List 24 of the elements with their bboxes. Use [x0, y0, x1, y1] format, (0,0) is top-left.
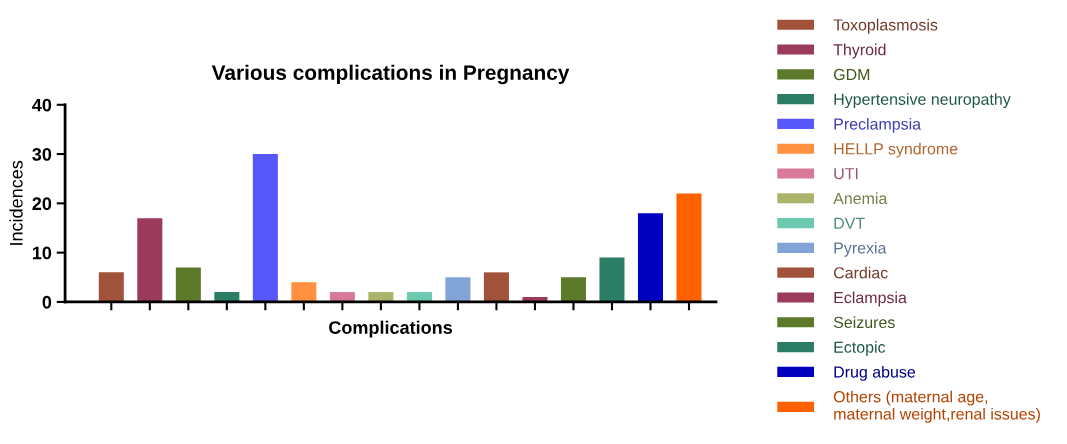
legend-label: Toxoplasmosis	[833, 18, 938, 34]
legend-label: GDM	[833, 68, 870, 81]
legend-label: DVT	[834, 217, 865, 229]
legend-label: Seizures	[833, 316, 895, 329]
y-tick-label: 30	[32, 148, 52, 161]
y-tick-label: 0	[42, 295, 52, 309]
legend-label: Pyrexia	[834, 241, 887, 257]
legend-label: Ectopic	[834, 341, 886, 356]
y-tick-label: 20	[32, 197, 52, 211]
x-axis-title: Complications	[329, 320, 452, 338]
legend-label: UTI	[834, 168, 858, 180]
y-tick-label: 40	[32, 98, 52, 112]
legend-label: Cardiac	[833, 266, 888, 279]
legend-label: Drug abuse	[834, 365, 916, 381]
y-tick-label: 10	[32, 246, 52, 260]
legend-label: Anemia	[833, 192, 888, 205]
legend-label: Thyroid	[833, 43, 886, 59]
chart-title: Various complications in Pregnancy	[211, 64, 570, 85]
legend-label: HELLP syndrome	[834, 142, 958, 158]
legend-label: Others (maternal age, maternal weight,renal issues)	[833, 390, 1040, 423]
legend-label: Preclampsia	[834, 117, 922, 133]
legend-label: Hypertensive neuropathy	[834, 93, 1011, 109]
legend-label: Eclampsia	[834, 291, 907, 307]
y-axis-title: Incidences	[9, 160, 23, 245]
